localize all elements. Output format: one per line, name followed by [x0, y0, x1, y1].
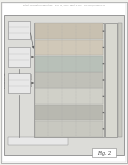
Bar — [8, 73, 30, 93]
Bar — [35, 72, 103, 88]
Bar — [34, 23, 104, 137]
Bar — [35, 105, 103, 120]
Bar — [105, 23, 117, 137]
Text: Fig. 2: Fig. 2 — [97, 150, 111, 155]
Bar — [35, 23, 103, 39]
Bar — [4, 15, 124, 155]
Bar — [35, 121, 103, 137]
Bar — [118, 23, 122, 137]
Bar — [35, 88, 103, 104]
Bar — [8, 47, 30, 67]
Text: Reaction Zone →: Reaction Zone → — [31, 74, 33, 86]
Bar — [35, 56, 103, 72]
Bar — [35, 40, 103, 55]
Bar — [92, 148, 116, 157]
Text: Precursor Gas Flow: Precursor Gas Flow — [4, 72, 6, 88]
Bar — [8, 21, 30, 39]
Bar — [8, 137, 68, 145]
Text: Patent Application Publication    Nov. 13, 2014  Sheet 2 of 8    US 2014/0339888: Patent Application Publication Nov. 13, … — [23, 5, 105, 7]
